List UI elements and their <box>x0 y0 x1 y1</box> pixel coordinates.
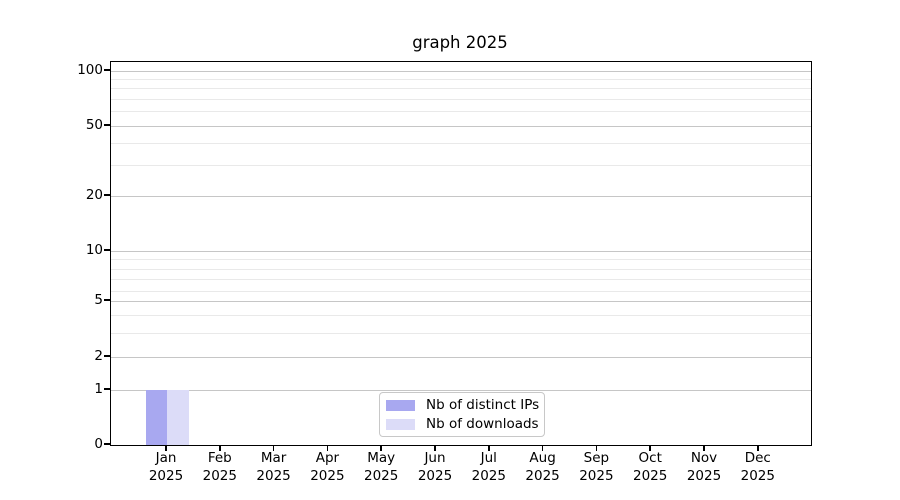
gridline-minor <box>111 78 811 80</box>
gridline-minor <box>111 290 811 292</box>
bar-nb-of-distinct-ips <box>145 390 167 445</box>
x-axis-tick-label: Apr 2025 <box>310 450 345 484</box>
x-axis-tick-label: May 2025 <box>364 450 399 484</box>
x-tick-mark <box>703 445 705 451</box>
gridline-minor <box>111 110 811 112</box>
chart-title: graph 2025 <box>412 33 508 52</box>
gridline-major <box>111 300 811 302</box>
gridline-minor <box>111 88 811 90</box>
y-axis-tick-label: 1 <box>94 381 103 397</box>
x-axis-tick-label: Nov 2025 <box>686 450 722 484</box>
legend: Nb of distinct IPs Nb of downloads <box>379 392 545 437</box>
gridline-major <box>111 195 811 197</box>
legend-row: Nb of downloads <box>386 416 544 432</box>
gridline-major <box>111 356 811 358</box>
gridline-minor <box>111 142 811 144</box>
y-tick-mark <box>104 388 110 390</box>
x-tick-mark <box>434 445 436 451</box>
y-axis-tick-label: 5 <box>94 291 103 308</box>
x-axis-tick-label: Aug 2025 <box>525 450 560 484</box>
x-axis-tick-label: Jun 2025 <box>417 450 453 484</box>
x-tick-mark <box>326 445 329 451</box>
gridline-minor <box>111 268 811 270</box>
gridline-minor <box>111 98 811 100</box>
gridline-major <box>111 389 811 391</box>
y-tick-mark <box>104 69 110 71</box>
gridline-minor <box>111 332 811 334</box>
x-axis-tick-label: Mar 2025 <box>256 450 291 484</box>
gridline-minor <box>111 314 811 316</box>
y-axis-tick-label: 100 <box>77 62 103 78</box>
gridline-major <box>111 125 811 127</box>
x-tick-mark <box>541 445 544 451</box>
legend-label: Nb of downloads <box>426 416 539 432</box>
bar-nb-of-downloads <box>167 390 189 445</box>
gridline-minor <box>111 164 811 166</box>
x-axis-tick-label: Sep 2025 <box>579 450 614 484</box>
y-tick-mark <box>104 355 110 357</box>
y-tick-mark <box>104 124 110 126</box>
x-tick-mark <box>757 445 759 451</box>
x-tick-mark <box>649 445 651 451</box>
x-tick-mark <box>380 445 382 451</box>
y-axis-tick-label: 2 <box>94 347 103 364</box>
legend-swatch-nb-of-distinct-ips <box>386 399 415 411</box>
y-tick-mark <box>104 299 110 301</box>
legend-row: Nb of distinct IPs <box>386 397 544 413</box>
y-axis-tick-label: 50 <box>85 116 103 133</box>
x-axis-tick-label: Jul 2025 <box>471 450 506 484</box>
y-tick-mark <box>104 249 110 251</box>
x-tick-mark <box>219 445 221 451</box>
y-tick-mark <box>104 194 110 196</box>
gridline-minor <box>111 259 811 261</box>
x-axis-tick-label: Jan 2025 <box>148 450 184 484</box>
x-axis-tick-label: Dec 2025 <box>740 450 775 484</box>
legend-swatch-nb-of-downloads <box>386 418 415 430</box>
y-axis-tick-label: 20 <box>85 187 103 203</box>
x-tick-mark <box>595 445 598 451</box>
x-tick-mark <box>165 445 167 451</box>
x-tick-mark <box>272 445 275 451</box>
y-axis-tick-label: 0 <box>94 436 103 452</box>
gridline-major <box>111 70 811 72</box>
gridline-minor <box>111 278 811 280</box>
x-tick-mark <box>488 445 490 451</box>
plot-area <box>110 61 812 446</box>
x-axis-tick-label: Oct 2025 <box>633 450 668 484</box>
y-tick-mark <box>104 443 110 445</box>
legend-label: Nb of distinct IPs <box>426 397 540 413</box>
x-axis-tick-label: Feb 2025 <box>202 450 237 484</box>
y-axis-tick-label: 10 <box>85 242 103 258</box>
gridline-major <box>111 250 811 252</box>
